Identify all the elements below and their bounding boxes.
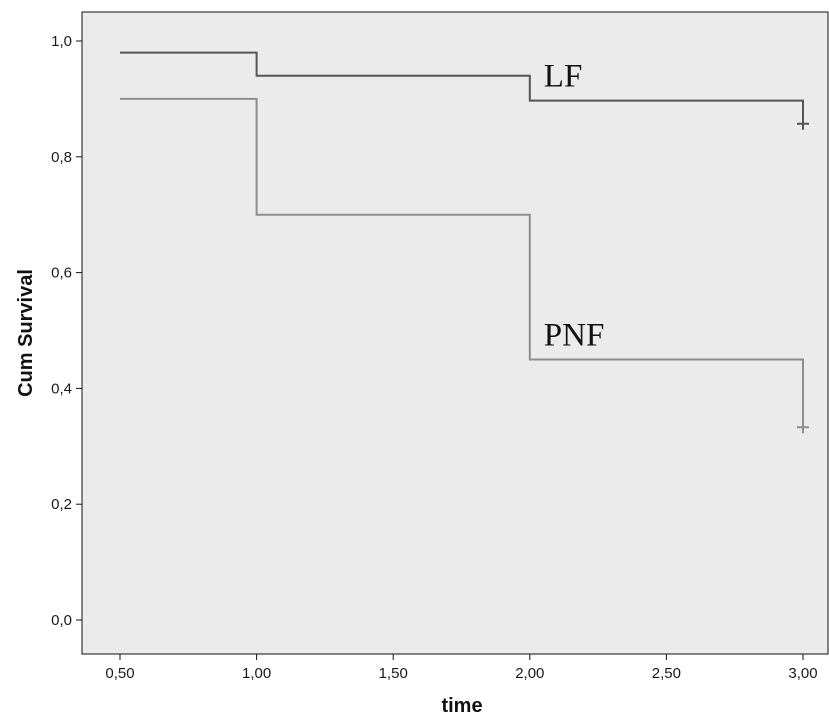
series-label-lf: LF — [544, 59, 583, 95]
series-label-pnf: PNF — [544, 317, 605, 353]
censor-mark-pnf — [797, 421, 809, 434]
series-layer: LF PNF — [120, 51, 809, 434]
censor-mark-lf — [797, 117, 809, 130]
x-tick-label: 3,00 — [788, 665, 817, 682]
plot-area — [81, 11, 829, 655]
series-line-pnf — [120, 97, 804, 428]
x-axis-ticks: 0,50 1,00 1,50 2,00 2,50 3,00 — [105, 654, 818, 682]
x-tick-label: 2,50 — [652, 665, 681, 682]
x-tick-label: 1,00 — [242, 665, 271, 682]
y-tick-label: 0,8 — [51, 149, 72, 166]
y-tick-label: 0,2 — [51, 496, 72, 513]
y-axis-ticks: 0,0 0,2 0,4 0,6 0,8 1,0 — [51, 33, 82, 629]
x-axis-title: time — [441, 695, 482, 717]
x-tick-label: 0,50 — [105, 665, 134, 682]
y-tick-label: 1,0 — [51, 33, 72, 50]
y-tick-label: 0,0 — [51, 612, 72, 629]
y-tick-label: 0,6 — [51, 265, 72, 282]
y-axis-title: Cum Survival — [15, 269, 37, 397]
x-tick-label: 1,50 — [379, 665, 408, 682]
series-line-lf — [120, 51, 804, 124]
y-tick-label: 0,4 — [51, 380, 72, 397]
x-tick-label: 2,00 — [515, 665, 544, 682]
